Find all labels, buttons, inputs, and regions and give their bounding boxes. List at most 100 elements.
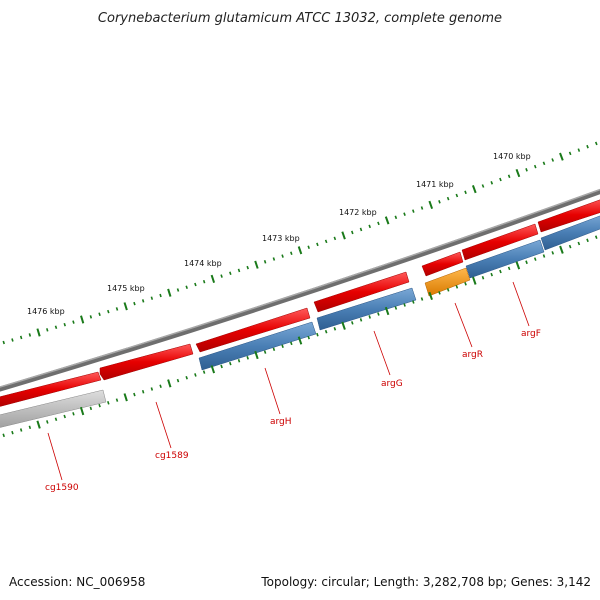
outer-scale-tick	[324, 239, 328, 244]
gene-arrow-reverse[interactable]	[465, 239, 545, 279]
outer-scale-tick	[507, 174, 511, 179]
genome-backbone	[0, 188, 600, 392]
inner-scale-tick	[263, 350, 267, 354]
outer-scale-tick	[403, 212, 406, 216]
outer-scale-tick	[333, 236, 337, 241]
outer-scale-tick	[115, 307, 119, 311]
inner-scale-track	[2, 235, 598, 438]
outer-scale-tick	[359, 227, 363, 232]
inner-scale-tick	[351, 321, 354, 325]
gene-label-argF[interactable]: argF	[521, 329, 541, 339]
gene-labels: cg1590 cg1589 argH argG argR argF	[45, 329, 541, 493]
scale-label-1471: 1471 kbp	[416, 180, 454, 189]
outer-scale-tick	[54, 325, 58, 330]
map-title: Corynebacterium glutamicum ATCC 13032, c…	[98, 11, 502, 26]
gene-label-argR[interactable]: argR	[462, 350, 483, 360]
outer-scale-tick	[281, 254, 284, 258]
outer-scale-tick	[220, 274, 223, 278]
inner-scale-tick	[394, 306, 398, 310]
scale-label-1476: 1476 kbp	[27, 307, 65, 316]
genome-backbone-highlight	[0, 188, 600, 388]
gene-arrow-reverse[interactable]	[198, 321, 317, 371]
outer-scale-tick	[351, 230, 354, 235]
gene-arrow-reverse[interactable]	[540, 214, 600, 251]
outer-scale-tick	[428, 200, 434, 210]
gene-arrow-reverse[interactable]	[316, 287, 417, 331]
inner-scale-tick	[333, 327, 337, 331]
inner-scale-tick	[185, 375, 188, 380]
inner-scale-tick	[472, 276, 477, 285]
gene-arrow-forward[interactable]	[0, 371, 102, 407]
outer-scale-tick	[594, 141, 598, 146]
inner-scale-tick	[341, 321, 346, 330]
inner-scale-tick	[194, 373, 197, 377]
gene-arrow-forward[interactable]	[313, 271, 410, 313]
outer-scale-tick	[525, 168, 528, 172]
outer-scale-tick	[307, 245, 310, 250]
outer-scale-tick	[446, 196, 450, 201]
outer-scale-tick	[384, 216, 390, 225]
outer-scale-tick	[46, 328, 49, 332]
inner-scale-tick	[533, 257, 537, 261]
outer-scale-tick	[210, 274, 216, 284]
outer-scale-tick	[533, 164, 537, 169]
gene-arrow-forward[interactable]	[195, 307, 311, 353]
outer-scale-tick	[150, 296, 154, 300]
inner-scale-tick	[210, 365, 216, 374]
gene-arrow-forward[interactable]	[461, 223, 539, 261]
scale-label-1473: 1473 kbp	[262, 234, 300, 243]
outer-scale-tick	[123, 302, 128, 311]
outer-scale-tick	[246, 265, 249, 270]
inner-scale-tick	[89, 406, 93, 411]
gene-label-cg1590[interactable]: cg1590	[45, 483, 79, 493]
gene-label-argH[interactable]: argH	[270, 417, 292, 427]
inner-scale-tick	[19, 428, 23, 432]
inner-scale-tick	[11, 430, 14, 435]
gene-label-argG[interactable]: argG	[381, 379, 403, 389]
gene-arrow-other[interactable]	[0, 389, 107, 428]
genome-summary-text: Topology: circular; Length: 3,282,708 bp…	[260, 575, 591, 589]
scale-label-1475: 1475 kbp	[107, 284, 145, 293]
label-line-cg1590	[47, 432, 63, 481]
inner-scale-tick	[490, 272, 493, 277]
inner-scale-tick	[79, 406, 85, 416]
outer-scale-tick	[577, 148, 581, 152]
inner-scale-tick	[577, 241, 581, 246]
inner-scale-tick	[290, 341, 293, 346]
outer-scale-tick	[98, 312, 101, 317]
inner-scale-tick	[2, 433, 5, 438]
accession-text: Accession: NC_006958	[9, 575, 145, 589]
inner-scale-tick	[98, 403, 101, 408]
gene-arrow-regulator[interactable]	[424, 267, 471, 297]
outer-scale-tick	[167, 288, 172, 297]
gene-arrow-forward[interactable]	[537, 198, 600, 233]
inner-scale-tick	[359, 318, 363, 322]
gene-arrow-forward[interactable]	[421, 251, 464, 277]
inner-scale-tick	[297, 336, 303, 345]
outer-scale-tick	[2, 340, 5, 345]
inner-scale-tick	[202, 370, 206, 374]
outer-scale-tick	[515, 168, 521, 178]
inner-scale-tick	[36, 420, 41, 429]
inner-scale-tick	[420, 297, 424, 301]
outer-scale-track	[2, 141, 598, 345]
inner-scale-tick	[594, 235, 598, 239]
inner-scale-tick	[525, 260, 528, 265]
outer-scale-tick	[412, 209, 415, 213]
outer-scale-tick	[72, 320, 75, 324]
inner-scale-tick	[559, 245, 564, 254]
inner-scale-tick	[229, 361, 232, 366]
gene-label-cg1589[interactable]: cg1589	[155, 451, 189, 461]
scale-label-1472: 1472 kbp	[339, 208, 377, 217]
gene-arrow-forward[interactable]	[99, 343, 194, 381]
label-line-argG	[373, 330, 391, 376]
inner-scale-tick	[568, 244, 572, 249]
outer-scale-tick	[368, 224, 371, 229]
inner-scale-tick	[72, 412, 75, 416]
inner-scale-tick	[176, 378, 180, 383]
label-line-argF	[512, 281, 530, 327]
inner-scale-tick	[515, 261, 521, 270]
outer-scale-tick	[464, 190, 467, 195]
forward-strand-genes	[0, 198, 600, 407]
